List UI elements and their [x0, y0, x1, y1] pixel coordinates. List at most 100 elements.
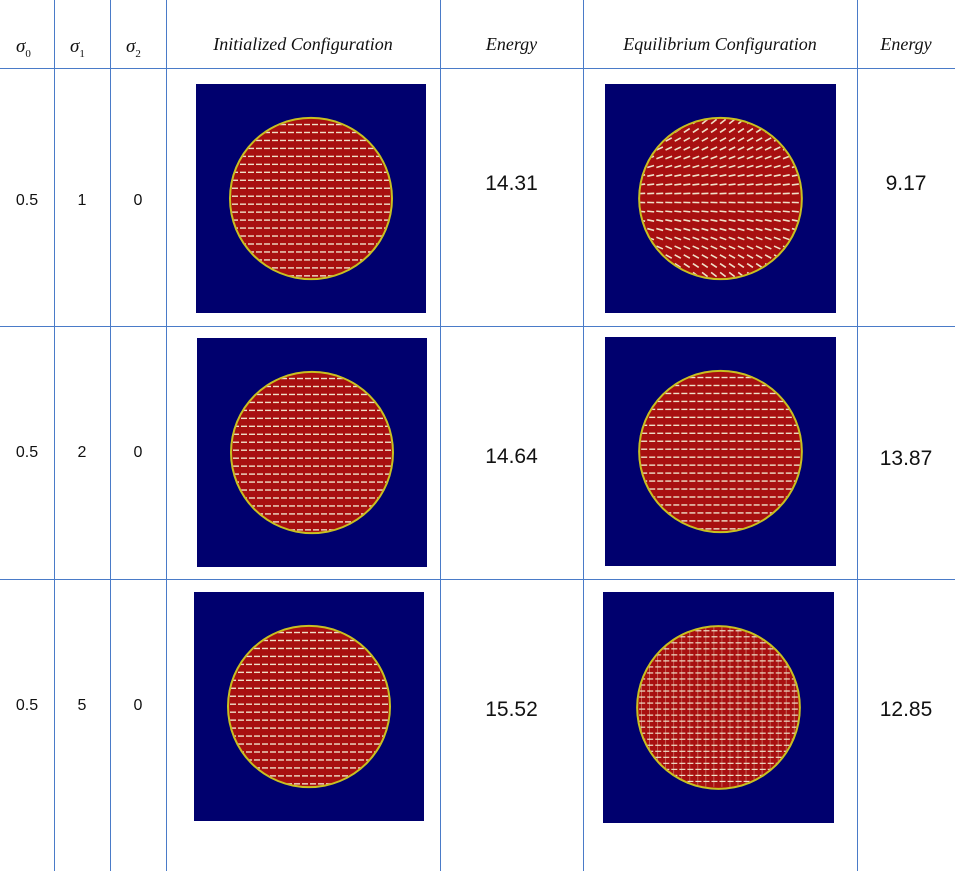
dash	[697, 384, 704, 387]
dash	[384, 187, 390, 189]
dash	[320, 243, 326, 245]
dash	[721, 408, 728, 411]
dash	[345, 449, 351, 451]
dash	[353, 489, 359, 491]
dash	[249, 417, 255, 420]
dash	[687, 642, 694, 644]
dash	[764, 201, 772, 204]
dash	[361, 417, 367, 420]
dash	[321, 497, 327, 499]
dash	[272, 203, 278, 205]
dash	[647, 192, 655, 195]
dash	[671, 762, 678, 764]
dash	[312, 155, 318, 158]
dash	[692, 146, 700, 151]
grid-line	[705, 627, 707, 787]
dash	[791, 210, 799, 213]
dash	[703, 696, 710, 698]
dash	[656, 146, 664, 151]
dash	[270, 711, 276, 713]
dash	[673, 512, 680, 514]
dash	[727, 642, 734, 644]
dash	[665, 416, 672, 419]
dash	[280, 211, 286, 213]
dash	[377, 489, 383, 491]
dash	[361, 505, 367, 507]
dash	[791, 192, 799, 195]
dash	[254, 711, 260, 713]
dash	[353, 513, 359, 515]
dash	[767, 702, 774, 704]
dash	[782, 219, 790, 222]
dash	[241, 417, 247, 420]
dash	[360, 227, 366, 229]
row1-energy-equilibrium: 9.17	[885, 172, 927, 195]
dash	[769, 480, 776, 482]
dash	[755, 254, 763, 259]
dash	[710, 201, 718, 204]
dash	[746, 192, 754, 195]
dash	[337, 513, 343, 515]
dash	[294, 767, 300, 769]
dash	[767, 750, 774, 752]
dash	[353, 385, 359, 388]
dash	[719, 127, 727, 134]
dash	[280, 219, 286, 221]
dash	[288, 267, 294, 269]
dash	[761, 488, 768, 490]
dash	[727, 660, 734, 662]
dash	[366, 695, 372, 697]
dash	[665, 236, 673, 241]
dash	[272, 155, 278, 158]
dash	[737, 432, 744, 434]
dash	[665, 155, 673, 160]
dash	[737, 183, 745, 186]
dash	[764, 164, 772, 169]
dash	[689, 464, 696, 466]
dash	[697, 472, 704, 474]
dash	[256, 139, 262, 142]
dash	[376, 227, 382, 229]
dash	[310, 735, 316, 737]
dash	[735, 768, 742, 770]
dash	[270, 727, 276, 729]
dash	[701, 227, 709, 232]
dash	[272, 219, 278, 221]
dash	[328, 131, 334, 134]
dash	[305, 473, 311, 475]
dash	[697, 376, 704, 379]
dash	[318, 759, 324, 761]
dash	[663, 654, 670, 656]
dash	[262, 751, 268, 753]
dash	[246, 655, 252, 658]
dash	[751, 720, 758, 722]
dash	[345, 441, 351, 443]
dash	[729, 504, 736, 506]
dash	[329, 489, 335, 491]
dash	[233, 449, 239, 451]
dash	[272, 243, 278, 245]
dash	[289, 441, 295, 443]
dash	[783, 720, 790, 722]
dash	[296, 131, 302, 134]
dash	[294, 775, 300, 777]
dash	[256, 155, 262, 158]
dash	[665, 146, 673, 151]
dash	[265, 481, 271, 483]
dash	[329, 449, 335, 451]
dash	[674, 262, 682, 269]
dash	[673, 496, 680, 498]
dash	[352, 131, 358, 134]
dash	[689, 408, 696, 411]
dash	[689, 480, 696, 482]
dash	[713, 528, 720, 530]
dash	[278, 703, 284, 705]
grid-line	[673, 627, 675, 787]
dash	[743, 666, 750, 668]
dash	[728, 227, 736, 232]
dash	[759, 642, 766, 644]
dash	[705, 392, 712, 395]
dash	[657, 472, 664, 474]
dash	[656, 192, 664, 195]
dash	[368, 211, 374, 213]
